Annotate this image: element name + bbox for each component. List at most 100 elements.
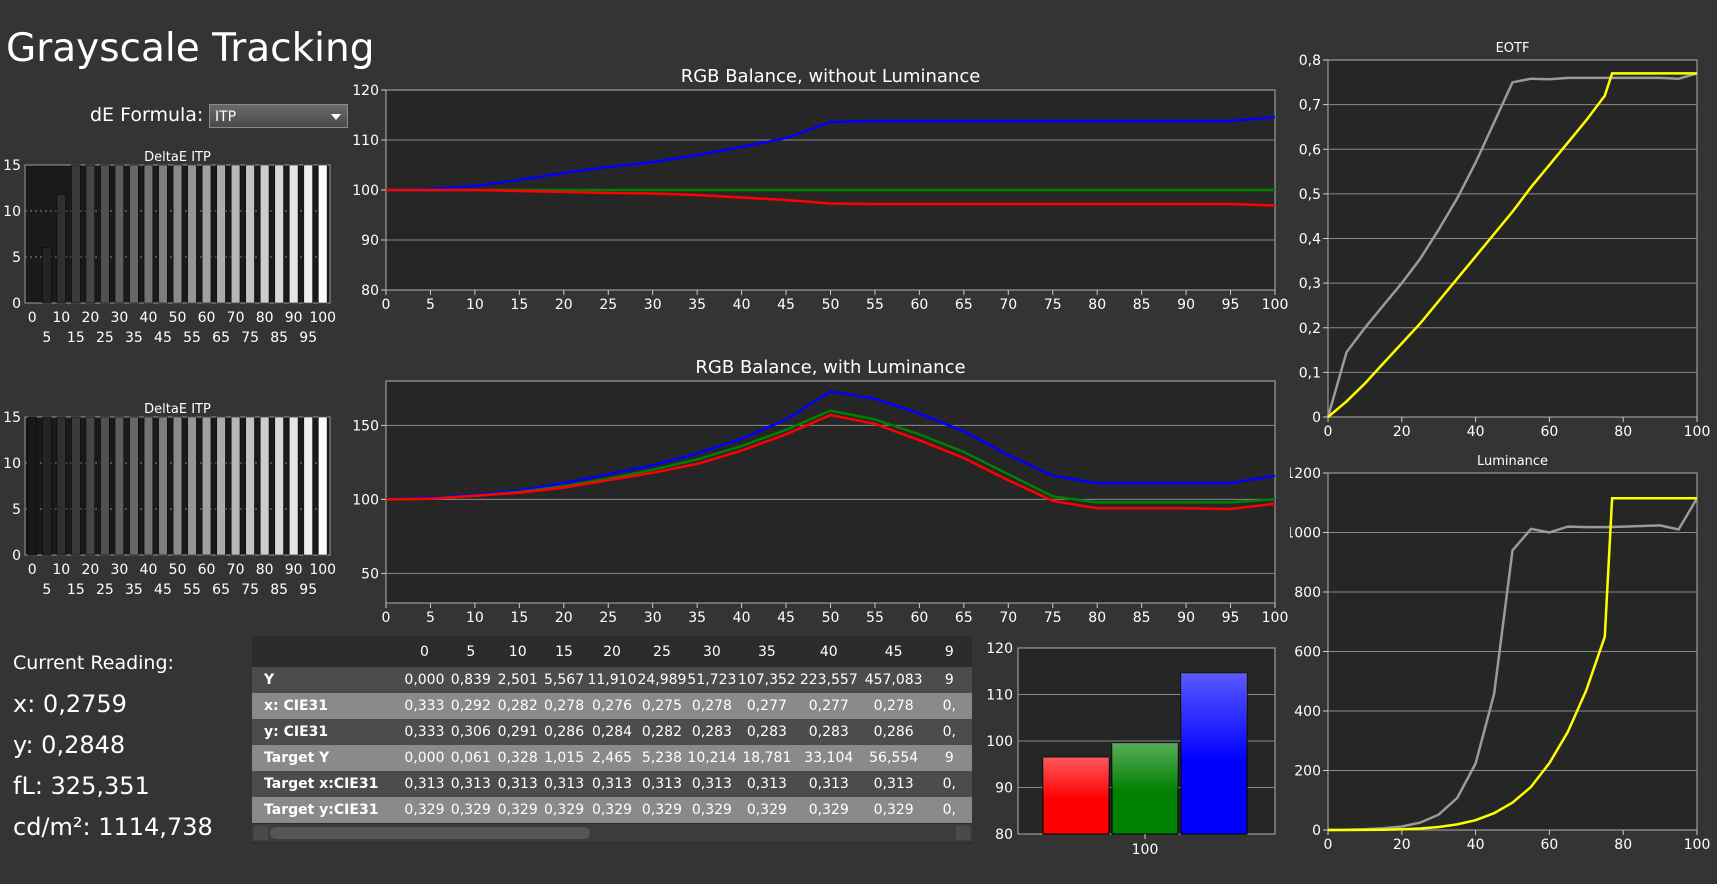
y-tick-label: 0,2 [1299, 321, 1321, 337]
table-cell: 0,277 [796, 693, 861, 719]
x-tick-label: 60 [198, 310, 216, 326]
chart-title: EOTF [1496, 41, 1530, 56]
x-tick-label: 75 [241, 330, 259, 346]
table-row: Y 0,000 0,839 2,501 5,567 11,910 24,989 51,723 1… [252, 667, 972, 693]
delta-bar [100, 416, 110, 556]
table-cell: 0,333 [401, 719, 448, 745]
scrollbar-thumb[interactable] [270, 827, 590, 839]
series-line-2 [386, 188, 1276, 207]
x-tick-label: 20 [81, 562, 99, 578]
y-tick-label: 1000 [1290, 526, 1321, 542]
x-tick-label: 20 [555, 610, 573, 626]
table-row: Target Y 0,000 0,061 0,328 1,015 2,465 5,238 10… [252, 745, 972, 771]
x-tick-label: 40 [733, 610, 751, 626]
table-cell: 0,282 [636, 719, 687, 745]
x-tick-label: 80 [256, 562, 274, 578]
x-tick-label: 50 [822, 297, 840, 313]
y-tick-label: 0,5 [1299, 187, 1321, 203]
table-cell: 0,275 [636, 693, 687, 719]
x-tick-label: 35 [125, 330, 143, 346]
x-tick-label: 60 [910, 297, 928, 313]
series-line-0 [1326, 72, 1698, 418]
x-tick-label: 60 [1540, 837, 1558, 853]
column-header: 15 [541, 636, 587, 667]
y-tick-label: 15 [3, 158, 21, 174]
delta-bar [260, 164, 270, 304]
y-tick-label: 15 [3, 410, 21, 426]
y-tick-label: 50 [361, 566, 379, 582]
x-tick-label: 0 [28, 310, 37, 326]
table-cell: 223,557 [796, 667, 861, 693]
reading-cd-value: cd/m²: 1114,738 [13, 813, 213, 841]
x-tick-label: 35 [125, 582, 143, 598]
x-tick-label: 95 [1222, 610, 1240, 626]
x-tick-label: 30 [110, 562, 128, 578]
x-tick-label: 25 [599, 610, 617, 626]
x-tick-label: 50 [822, 610, 840, 626]
x-tick-label: 20 [555, 297, 573, 313]
table-scrollbar[interactable] [252, 824, 972, 842]
x-tick-label: 25 [599, 297, 617, 313]
table-cell: 5,567 [541, 667, 587, 693]
eotf-chart: EOTF 0 0,1 0,2 0,3 0,4 0,5 0,6 0,7 0,8 0 20 40 60 80 10… [1299, 41, 1711, 440]
delta-bar [274, 416, 284, 556]
y-tick-label: 120 [986, 641, 1013, 657]
delta-bar [245, 164, 255, 304]
table-cell: 0,278 [541, 693, 587, 719]
table-row: x: CIE31 0,333 0,292 0,282 0,278 0,276 0,275 0,… [252, 693, 972, 719]
table-cell: 0,291 [494, 719, 542, 745]
delta-bar [143, 416, 154, 556]
x-tick-label: 45 [777, 297, 795, 313]
table-cell: 11,910 [587, 667, 637, 693]
x-tick-label: 60 [198, 562, 216, 578]
y-tick-label: 120 [352, 83, 379, 99]
reading-fl-value: fL: 325,351 [13, 772, 150, 800]
x-tick-label: 100 [309, 310, 336, 326]
x-tick-label: 25 [96, 330, 114, 346]
x-tick-label: 10 [466, 297, 484, 313]
y-tick-label: 0,8 [1299, 53, 1321, 69]
y-tick-label: 100 [352, 183, 379, 199]
x-tick-label: 100 [1132, 842, 1159, 856]
x-tick-label: 80 [1088, 610, 1106, 626]
delta-bar [85, 416, 95, 556]
table-cell: 0,329 [636, 797, 687, 823]
delta-bar [187, 164, 197, 304]
chart-title: Luminance [1477, 454, 1548, 469]
scroll-right-button[interactable] [956, 826, 970, 840]
table-cell: 0,329 [860, 797, 927, 823]
delta-bar [274, 164, 284, 304]
table-corner [252, 636, 402, 667]
x-tick-label: 60 [910, 610, 928, 626]
column-header: 35 [736, 636, 797, 667]
column-header: 30 [686, 636, 737, 667]
table-cell: 0,283 [796, 719, 861, 745]
delta-bar [114, 416, 125, 556]
table-cell: 0,313 [796, 771, 861, 797]
table-cell: 0, [926, 797, 972, 823]
delta-bar [230, 164, 241, 304]
delta-bar [289, 164, 299, 304]
table-cell: 0,313 [636, 771, 687, 797]
rgb-balance-without-luminance-chart: RGB Balance, without Luminance8090100110… [352, 66, 1288, 313]
measurement-table[interactable]: 0 5 10 15 20 25 30 35 40 45 9 Y 0,000 0,839 2,501 5,567… [252, 636, 972, 843]
x-tick-label: 10 [466, 610, 484, 626]
delta-bar [56, 416, 66, 556]
delta-bar [201, 164, 212, 304]
scroll-left-button[interactable] [254, 826, 268, 840]
delta-bar [216, 416, 226, 556]
table-cell: 2,501 [494, 667, 542, 693]
row-label: Target y:CIE31 [252, 797, 402, 823]
series-line-0 [385, 115, 1276, 192]
table-cell: 0,329 [447, 797, 495, 823]
table-cell: 0,278 [686, 693, 737, 719]
rgb-bar-gloss-0 [1043, 757, 1109, 834]
row-label: x: CIE31 [252, 693, 402, 719]
table-cell: 18,781 [736, 745, 797, 771]
table-cell: 24,989 [636, 667, 687, 693]
de-formula-select[interactable]: ITP [209, 104, 348, 128]
page-title: Grayscale Tracking [6, 26, 375, 71]
table-cell: 0,313 [587, 771, 637, 797]
x-tick-label: 70 [227, 562, 245, 578]
column-header: 20 [587, 636, 637, 667]
